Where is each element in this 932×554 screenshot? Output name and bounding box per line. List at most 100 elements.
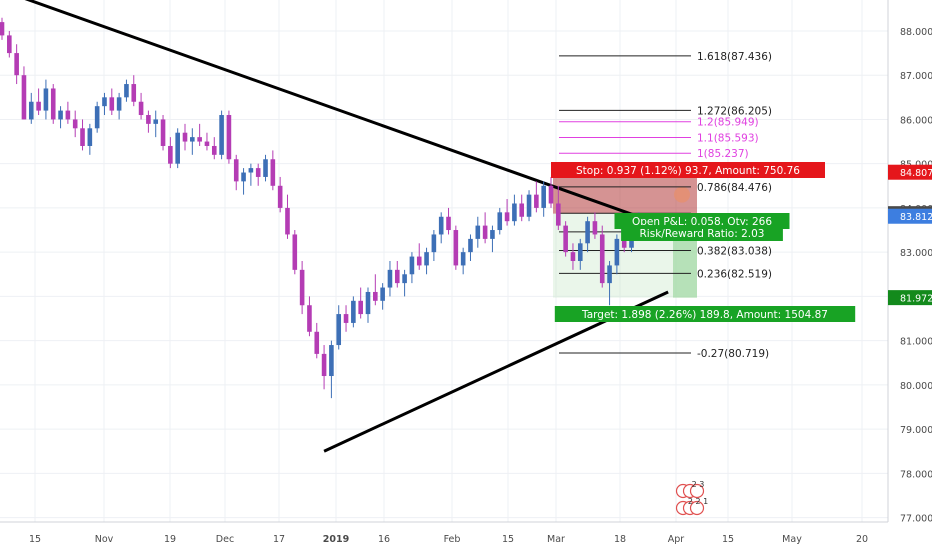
- candle-body: [416, 256, 422, 266]
- fib-label: 1.1(85.593): [697, 132, 759, 144]
- candle-body: [153, 119, 159, 124]
- y-tick-label: 80.000: [900, 381, 932, 392]
- candle-body: [292, 234, 298, 270]
- price-label: 84.807: [900, 168, 932, 179]
- candle-body: [255, 168, 261, 177]
- candle-body: [109, 97, 115, 111]
- candle-body: [321, 353, 327, 377]
- candle-body: [160, 119, 166, 146]
- candle-body: [87, 128, 93, 146]
- candle-body: [7, 35, 12, 54]
- rr-label-bg: [621, 225, 783, 241]
- candle-body: [21, 75, 27, 120]
- candle-body: [168, 145, 173, 164]
- candle-body: [534, 194, 539, 208]
- candle-body: [124, 84, 129, 98]
- candle-body: [343, 314, 349, 323]
- candle-body: [453, 230, 459, 266]
- rr-label-text: Risk/Reward Ratio: 2.03: [640, 228, 765, 240]
- x-tick-label: 18: [614, 534, 626, 545]
- price-label-bg: [888, 164, 932, 180]
- candle-body: [0, 22, 5, 36]
- x-tick-label: 15: [722, 534, 734, 545]
- x-tick-label: Mar: [547, 534, 565, 545]
- stop-marker: [674, 186, 690, 203]
- candle-body: [175, 132, 180, 164]
- candle-body: [365, 291, 371, 315]
- candle-body: [556, 203, 561, 226]
- x-tick-label: 15: [502, 534, 514, 545]
- candle-body: [14, 53, 19, 76]
- candle-body: [80, 128, 85, 146]
- y-tick-label: 87.000: [900, 71, 932, 82]
- candle-body: [614, 238, 620, 266]
- target-label: Target: 1.898 (2.26%) 189.8, Amount: 150…: [554, 306, 856, 322]
- candle-body: [43, 88, 49, 111]
- price-label: 81.972: [900, 294, 932, 305]
- candle-body: [351, 300, 356, 323]
- fib-label: -0.27(80.719): [697, 348, 769, 360]
- price-label-bg: [888, 290, 932, 306]
- event-marker-text: 2 2 1: [688, 497, 708, 506]
- candle-body: [541, 185, 546, 208]
- fib-label: 1.2(85.949): [697, 117, 759, 129]
- candle-body: [468, 238, 473, 253]
- price-label-bg: [888, 208, 932, 224]
- candle-body: [204, 141, 210, 146]
- candle-body: [599, 234, 605, 284]
- candle-body: [233, 159, 239, 182]
- candle-body: [548, 185, 554, 204]
- candle-body: [475, 225, 481, 239]
- x-tick-label: 20: [856, 534, 868, 545]
- x-tick-label: May: [782, 534, 802, 545]
- candle-body: [146, 115, 151, 124]
- candle-body: [607, 265, 612, 284]
- event-marker-text: 2 3: [692, 480, 705, 489]
- candle-body: [570, 252, 576, 261]
- fib-label: 1.272(86.205): [697, 105, 772, 117]
- candle-body: [592, 221, 598, 235]
- event-marker-dot: [689, 483, 705, 499]
- candle-body: [263, 159, 268, 177]
- candle-body: [526, 194, 532, 217]
- candle-body: [373, 291, 378, 301]
- candle-body: [519, 203, 525, 217]
- candle-body: [248, 168, 254, 173]
- candle-body: [102, 97, 107, 107]
- candle-body: [446, 216, 451, 231]
- candle-body: [460, 252, 466, 266]
- fib-label: 1(85.237): [697, 148, 749, 160]
- candle-body: [28, 101, 34, 120]
- fib-label: 0.786(84.476): [697, 182, 772, 194]
- candle-body: [197, 137, 202, 142]
- candle-body: [329, 345, 334, 377]
- candle-body: [36, 101, 41, 111]
- candle-body: [380, 287, 385, 301]
- candle-body: [394, 269, 400, 284]
- candles: [0, 17, 642, 399]
- stop-label: Stop: 0.937 (1.12%) 93.7, Amount: 750.76: [551, 162, 825, 178]
- y-tick-label: 79.000: [900, 425, 932, 436]
- candle-body: [621, 238, 627, 248]
- y-tick-label: 88.000: [900, 27, 932, 38]
- x-axis-bg: [0, 522, 932, 550]
- candle-body: [50, 88, 56, 120]
- candle-body: [131, 84, 137, 102]
- x-tick-label: Dec: [216, 534, 234, 545]
- plot-area: [0, 0, 888, 522]
- rr-label: Risk/Reward Ratio: 2.03: [621, 225, 783, 241]
- candle-body: [482, 225, 488, 239]
- y-tick-label: 78.000: [900, 469, 932, 480]
- x-tick-label: Apr: [668, 534, 685, 545]
- candle-body: [387, 269, 393, 288]
- x-tick-label: Feb: [444, 534, 461, 545]
- candle-body: [285, 207, 290, 235]
- candle-body: [336, 314, 342, 346]
- candle-body: [512, 203, 517, 222]
- candle-body: [58, 110, 63, 120]
- trendline-descending-resistance: [24, 0, 640, 219]
- fib-label: 1.618(87.436): [697, 51, 772, 63]
- fib-label: 0.382(83.038): [697, 245, 772, 257]
